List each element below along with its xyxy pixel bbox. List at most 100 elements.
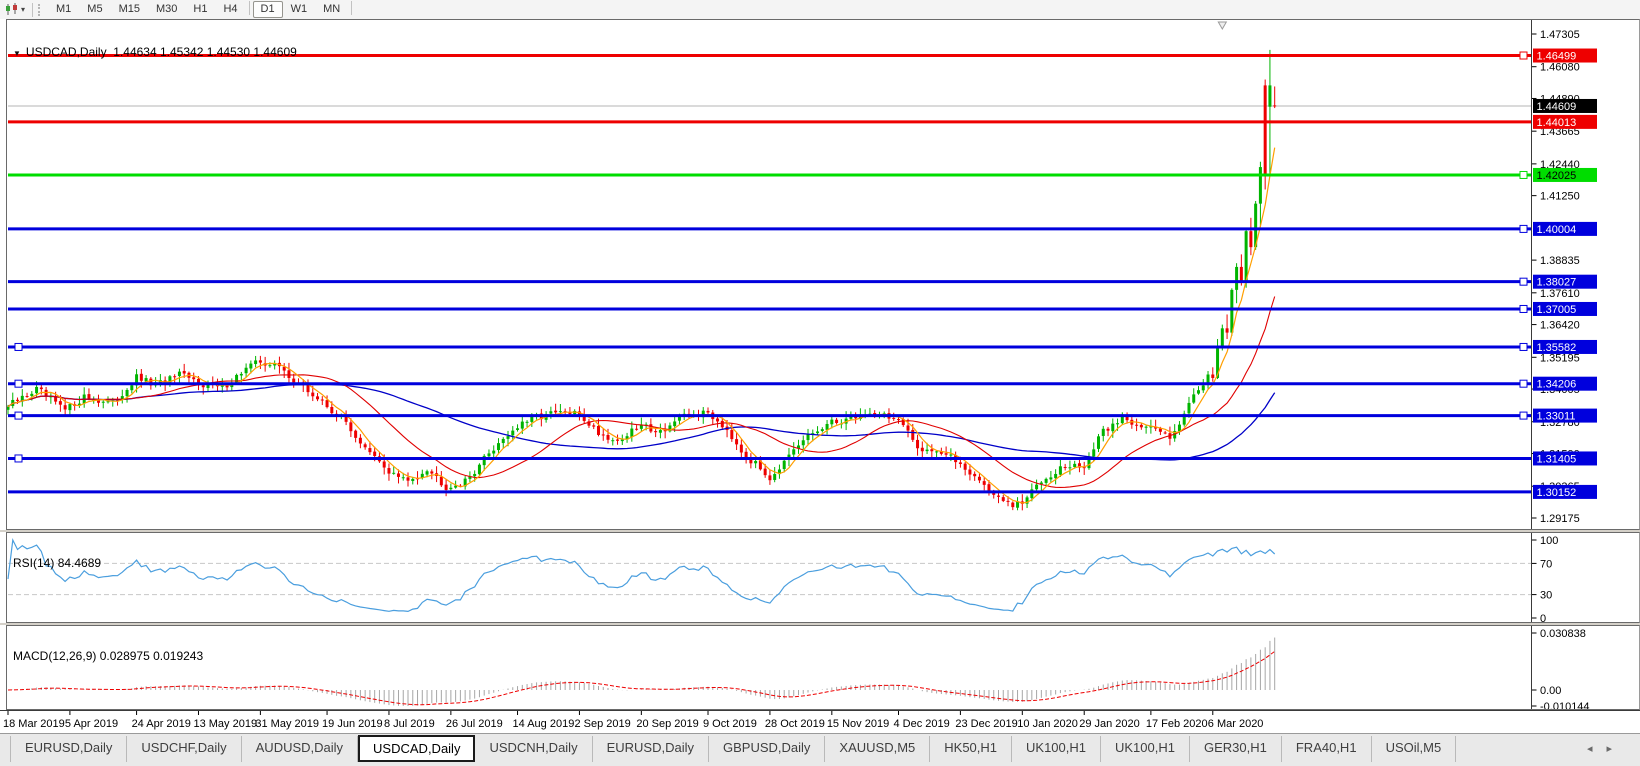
- toolbar-separator: [248, 1, 250, 15]
- macd-signal-line: [7, 650, 1275, 706]
- timeframe-button-m15[interactable]: M15: [118, 3, 140, 15]
- timeframe-button-mn[interactable]: MN: [323, 3, 341, 15]
- chart-tab-gbpusd-daily-6[interactable]: GBPUSD,Daily: [709, 736, 826, 762]
- ma-slow-line: [7, 383, 1276, 461]
- chart-tab-eurusd-daily-0[interactable]: EURUSD,Daily: [10, 736, 128, 762]
- x-axis-label: 8 Jul 2019: [384, 718, 435, 730]
- rsi-axis-label: 30: [1540, 590, 1552, 602]
- svg-text:1.31405: 1.31405: [1537, 453, 1577, 465]
- timeframe-button-m30[interactable]: M30: [155, 3, 178, 15]
- chart-type-dropdown-icon[interactable]: ▾: [21, 5, 26, 14]
- x-axis-label: 14 Aug 2019: [513, 718, 575, 730]
- ma-mid-line: [7, 296, 1276, 488]
- x-axis-label: 5 Apr 2019: [65, 718, 118, 730]
- macd-panel[interactable]: 0.030838 0.00 -0.010144: [0, 625, 1640, 710]
- rsi-panel[interactable]: 100 70 30 0: [0, 532, 1640, 623]
- current-price-label: [1533, 98, 1597, 113]
- level-price-label: [1533, 301, 1597, 316]
- svg-text:1.30152: 1.30152: [1537, 487, 1577, 499]
- chart-tab-uk100-h1-9[interactable]: UK100,H1: [1012, 736, 1101, 762]
- svg-text:1.44609: 1.44609: [1537, 101, 1577, 113]
- line-handle[interactable]: [14, 342, 23, 351]
- y-axis-tick-label: 1.41250: [1540, 191, 1580, 203]
- timeframe-button-m5[interactable]: M5: [87, 3, 103, 15]
- rsi-label: RSI(14) 84.4689: [13, 556, 102, 570]
- x-axis-label: 6 Mar 2020: [1208, 718, 1264, 730]
- chart-tab-fra40-h1-12[interactable]: FRA40,H1: [1282, 736, 1372, 762]
- x-axis-label: 13 May 2019: [193, 718, 257, 730]
- svg-text:1.34206: 1.34206: [1537, 379, 1577, 391]
- macd-value: 0.028975 0.019243: [99, 649, 204, 663]
- x-axis-label: 28 Oct 2019: [765, 718, 825, 730]
- timeframe-toolbar: ▾ M1 M5 M15 M30 H1 H4 D1 W1 MN: [0, 0, 1640, 20]
- y-axis-tick-label: 1.37610: [1540, 288, 1580, 300]
- line-handle[interactable]: [14, 379, 23, 388]
- y-axis-tick-label: 1.35195: [1540, 352, 1580, 364]
- timeframe-button-d1[interactable]: D1: [252, 1, 283, 18]
- x-axis-label: 17 Feb 2020: [1146, 718, 1208, 730]
- level-price-label: [1533, 221, 1597, 236]
- chart-tab-audusd-daily-2[interactable]: AUDUSD,Daily: [242, 736, 359, 762]
- level-price-label: [1533, 451, 1597, 466]
- svg-text:1.35582: 1.35582: [1537, 342, 1577, 354]
- line-handle[interactable]: [1519, 411, 1528, 420]
- rsi-value: 84.4689: [57, 556, 102, 570]
- x-axis-label: 31 May 2019: [255, 718, 319, 730]
- chart-tab-usdcnh-daily-4[interactable]: USDCNH,Daily: [475, 736, 593, 762]
- level-price-label: [1533, 274, 1597, 289]
- y-axis-tick-label: 1.29175: [1540, 513, 1580, 525]
- timeframe-button-w1[interactable]: W1: [290, 3, 308, 15]
- date-axis[interactable]: 18 Mar 2019 5 Apr 2019 24 Apr 2019 13 May 2…: [0, 710, 1640, 733]
- svg-text:1.42025: 1.42025: [1537, 170, 1577, 182]
- x-axis-label: 10 Jan 2020: [1017, 718, 1078, 730]
- chart-menu-icon[interactable]: ▼: [13, 49, 21, 58]
- line-handle[interactable]: [14, 454, 23, 463]
- x-axis-label: 9 Oct 2019: [703, 718, 757, 730]
- candles: [6, 49, 1277, 511]
- chart-type-icon[interactable]: [4, 3, 20, 17]
- tab-scroll-arrows[interactable]: ◂▸: [1587, 742, 1626, 755]
- line-handle[interactable]: [1519, 224, 1528, 233]
- timeframe-button-m1[interactable]: M1: [56, 3, 72, 15]
- timeframe-button-h4[interactable]: H4: [223, 3, 238, 15]
- chart-tab-eurusd-daily-5[interactable]: EURUSD,Daily: [593, 736, 709, 762]
- line-handle[interactable]: [1519, 379, 1528, 388]
- rsi-axis-label: 70: [1540, 558, 1552, 570]
- x-axis-label: 23 Dec 2019: [955, 718, 1017, 730]
- chart-tab-uk100-h1-10[interactable]: UK100,H1: [1101, 736, 1190, 762]
- toolbar-grip[interactable]: [38, 3, 43, 16]
- line-handle[interactable]: [1519, 51, 1528, 60]
- chart-symbol: USDCAD,Daily: [25, 45, 107, 59]
- toolbar-separator: [351, 1, 353, 15]
- x-axis-label: 24 Apr 2019: [132, 718, 191, 730]
- svg-text:1.40004: 1.40004: [1537, 224, 1577, 236]
- chart-tab-ger30-h1-11[interactable]: GER30,H1: [1190, 736, 1282, 762]
- level-price-label: [1533, 339, 1597, 354]
- svg-text:1.38027: 1.38027: [1537, 277, 1577, 289]
- chart-tab-usdcad-daily-3[interactable]: USDCAD,Daily: [358, 735, 476, 762]
- line-handle[interactable]: [14, 411, 23, 420]
- y-axis-tick-label: 1.43665: [1540, 126, 1580, 138]
- x-axis-label: 26 Jul 2019: [446, 718, 503, 730]
- x-axis-label: 18 Mar 2019: [3, 718, 65, 730]
- chart-window: ▼ USDCAD,Daily 1.44634 1.45342 1.44530 1.…: [0, 19, 1640, 733]
- chart-tab-xauusd-m5-7[interactable]: XAUUSD,M5: [825, 736, 931, 762]
- line-handle[interactable]: [1519, 277, 1528, 286]
- x-axis-label: 2 Sep 2019: [574, 718, 630, 730]
- timeframe-button-h1[interactable]: H1: [193, 3, 208, 15]
- line-handle[interactable]: [1519, 342, 1528, 351]
- y-axis-tick-label: 1.46080: [1540, 62, 1580, 74]
- macd-axis-label: 0.00: [1540, 685, 1561, 697]
- level-price-label: [1533, 114, 1597, 129]
- line-handle[interactable]: [1519, 304, 1528, 313]
- chart-tab-usdchf-daily-1[interactable]: USDCHF,Daily: [127, 736, 242, 762]
- chart-tab-hk50-h1-8[interactable]: HK50,H1: [930, 736, 1013, 762]
- x-axis-label: 20 Sep 2019: [636, 718, 698, 730]
- chart-tab-usoil-m5-13[interactable]: USOil,M5: [1372, 736, 1457, 762]
- chart-shift-marker[interactable]: [1217, 21, 1228, 31]
- svg-text:1.37005: 1.37005: [1537, 304, 1577, 316]
- price-chart[interactable]: 1.473051.460801.448901.436651.424401.412…: [0, 19, 1640, 530]
- line-handle[interactable]: [1519, 170, 1528, 179]
- y-axis-tick-label: 1.47305: [1540, 29, 1580, 41]
- svg-text:1.33011: 1.33011: [1537, 411, 1576, 423]
